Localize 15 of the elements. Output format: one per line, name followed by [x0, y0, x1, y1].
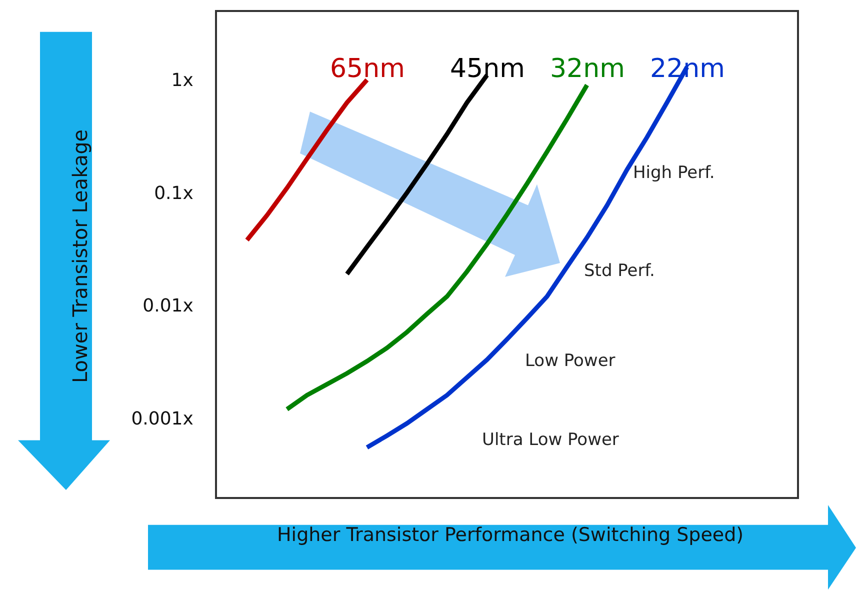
y-tick-label: 0.01x: [142, 296, 194, 317]
y-tick-label: 1x: [171, 70, 194, 92]
series-label: 45nm: [450, 54, 525, 84]
y-axis-title: Lower Transistor Leakage: [68, 129, 92, 383]
series-label: 22nm: [650, 54, 725, 84]
annotation: Low Power: [525, 351, 616, 371]
y-tick-label: 0.001x: [131, 408, 194, 430]
y-tick-label: 0.1x: [154, 182, 194, 204]
line-series: [244, 78, 370, 242]
annotation: High Perf.: [633, 163, 715, 183]
x-axis-title: Higher Transistor Performance (Switching Speed): [277, 524, 744, 546]
annotation: Std Perf.: [584, 261, 655, 281]
series-label: 65nm: [330, 54, 405, 84]
series-label: 32nm: [550, 54, 625, 84]
annotation: Ultra Low Power: [482, 430, 619, 450]
